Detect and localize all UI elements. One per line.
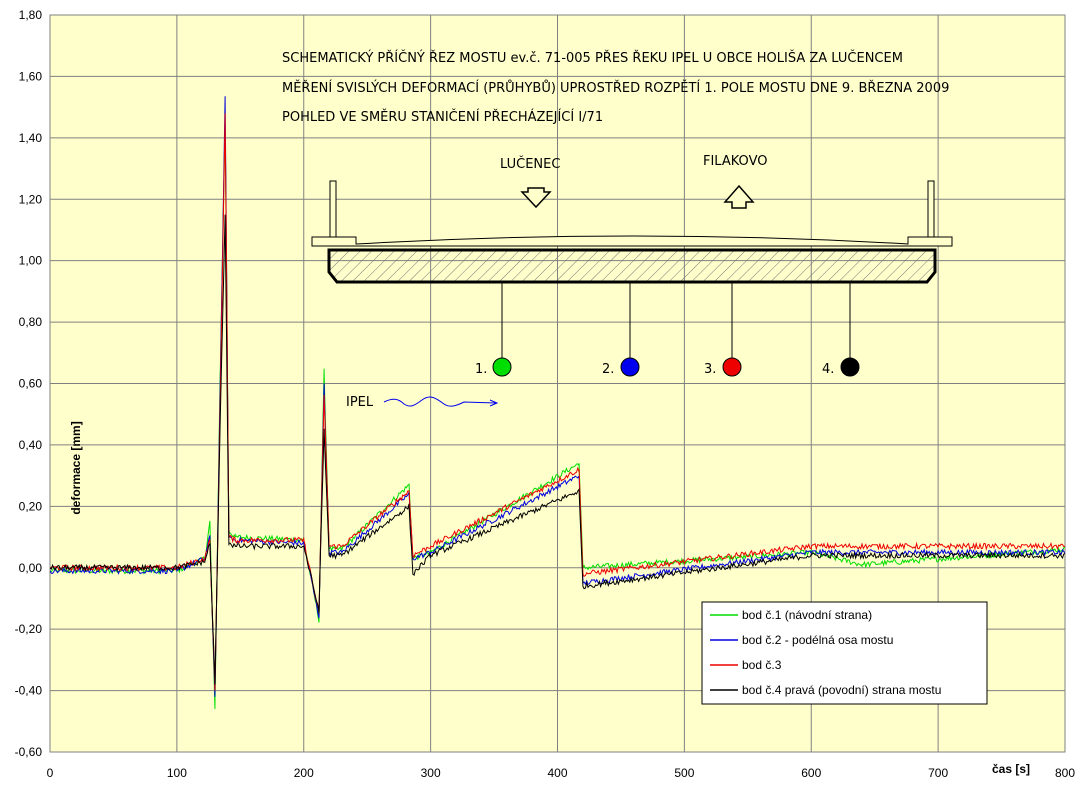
legend-label-4: bod č.4 pravá (povodní) strana mostu xyxy=(742,683,941,697)
bridge-schematic: SCHEMATICKÝ PŘÍČNÝ ŘEZ MOSTU ev.č. 71-00… xyxy=(282,50,953,410)
series-group xyxy=(50,96,1065,710)
y-tick-label: 1,60 xyxy=(19,69,43,83)
x-tick-label: 700 xyxy=(928,766,948,780)
legend-label-1: bod č.1 (návodní strana) xyxy=(742,608,872,622)
arrow-up-icon xyxy=(723,184,755,209)
y-tick-label: -0,60 xyxy=(15,745,43,759)
river-flow-icon xyxy=(383,396,497,407)
x-tick-label: 200 xyxy=(294,766,314,780)
point-3-label: 3. xyxy=(704,362,716,377)
arrow-down-icon xyxy=(520,187,552,209)
point-4-marker xyxy=(840,357,860,377)
x-tick-label: 600 xyxy=(801,766,821,780)
y-tick-label: 0,80 xyxy=(19,315,43,329)
x-tick-label: 300 xyxy=(421,766,441,780)
schematic-title-1: SCHEMATICKÝ PŘÍČNÝ ŘEZ MOSTU ev.č. 71-00… xyxy=(282,50,903,66)
y-tick-label: 0,20 xyxy=(19,499,43,513)
river-label: IPEL xyxy=(346,395,374,410)
y-tick-label: 1,80 xyxy=(19,8,43,22)
x-tick-label: 400 xyxy=(547,766,567,780)
y-tick-label: 0,60 xyxy=(19,377,43,391)
deck-surface xyxy=(311,235,953,247)
direction-filakovo: FILAKOVO xyxy=(703,154,767,169)
y-tick-label: 1,00 xyxy=(19,254,43,268)
x-tick-label: 100 xyxy=(167,766,187,780)
series-line-4 xyxy=(50,214,1065,685)
legend-label-2: bod č.2 - podélná osa mostu xyxy=(742,633,893,647)
point-1-marker xyxy=(492,357,512,377)
schematic-title-2: MĚŘENÍ SVISLÝCH DEFORMACÍ (PRŮHYBŮ) UPRO… xyxy=(282,80,949,96)
legend: bod č.1 (návodní strana) bod č.2 - podél… xyxy=(701,601,988,705)
point-4-label: 4. xyxy=(822,362,834,377)
river-arrowhead-icon xyxy=(489,399,499,407)
legend-label-3: bod č.3 xyxy=(742,658,782,672)
point-3-marker xyxy=(722,357,742,377)
bridge-slab xyxy=(327,248,937,284)
grid xyxy=(50,14,1065,753)
left-railing xyxy=(329,180,337,238)
point-2-marker xyxy=(620,357,640,377)
point-1-label: 1. xyxy=(475,362,487,377)
schematic-title-3: POHLED VE SMĚRU STANIČENÍ PŘECHÁZEJÍCÍ I… xyxy=(282,109,603,125)
x-tick-labels: 0 100 200 300 400 500 600 700 800 xyxy=(47,766,1076,780)
y-tick-label: 1,20 xyxy=(19,192,43,206)
y-axis-label: deformace [mm] xyxy=(69,421,83,514)
right-railing xyxy=(927,180,935,238)
point-2-label: 2. xyxy=(602,362,614,377)
y-tick-label: 1,40 xyxy=(19,131,43,145)
y-tick-label: 0,00 xyxy=(19,561,43,575)
y-tick-label: -0,20 xyxy=(15,622,43,636)
x-tick-label: 0 xyxy=(47,766,54,780)
direction-lucenec: LUČENEC xyxy=(500,156,560,172)
legend-box xyxy=(701,601,988,705)
y-tick-labels: -0,60 -0,40 -0,20 0,00 0,20 0,40 0,60 0,80 1,00 1… xyxy=(15,8,43,759)
y-tick-label: -0,40 xyxy=(15,684,43,698)
y-tick-label: 0,40 xyxy=(19,438,43,452)
x-tick-label: 800 xyxy=(1055,766,1075,780)
x-axis-label: čas [s] xyxy=(992,762,1030,776)
x-tick-label: 500 xyxy=(674,766,694,780)
